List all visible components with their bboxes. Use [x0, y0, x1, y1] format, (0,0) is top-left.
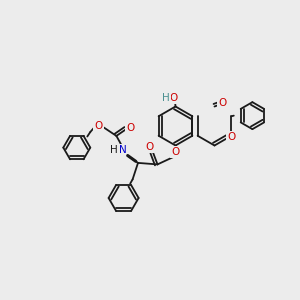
- Text: O: O: [227, 132, 236, 142]
- Text: O: O: [145, 142, 154, 152]
- Text: H: H: [162, 93, 170, 103]
- Text: O: O: [170, 93, 178, 103]
- Text: O: O: [94, 121, 103, 131]
- Text: O: O: [171, 147, 180, 157]
- Text: O: O: [127, 123, 135, 133]
- Text: H: H: [110, 145, 118, 155]
- Text: N: N: [118, 145, 126, 155]
- Text: O: O: [219, 98, 227, 109]
